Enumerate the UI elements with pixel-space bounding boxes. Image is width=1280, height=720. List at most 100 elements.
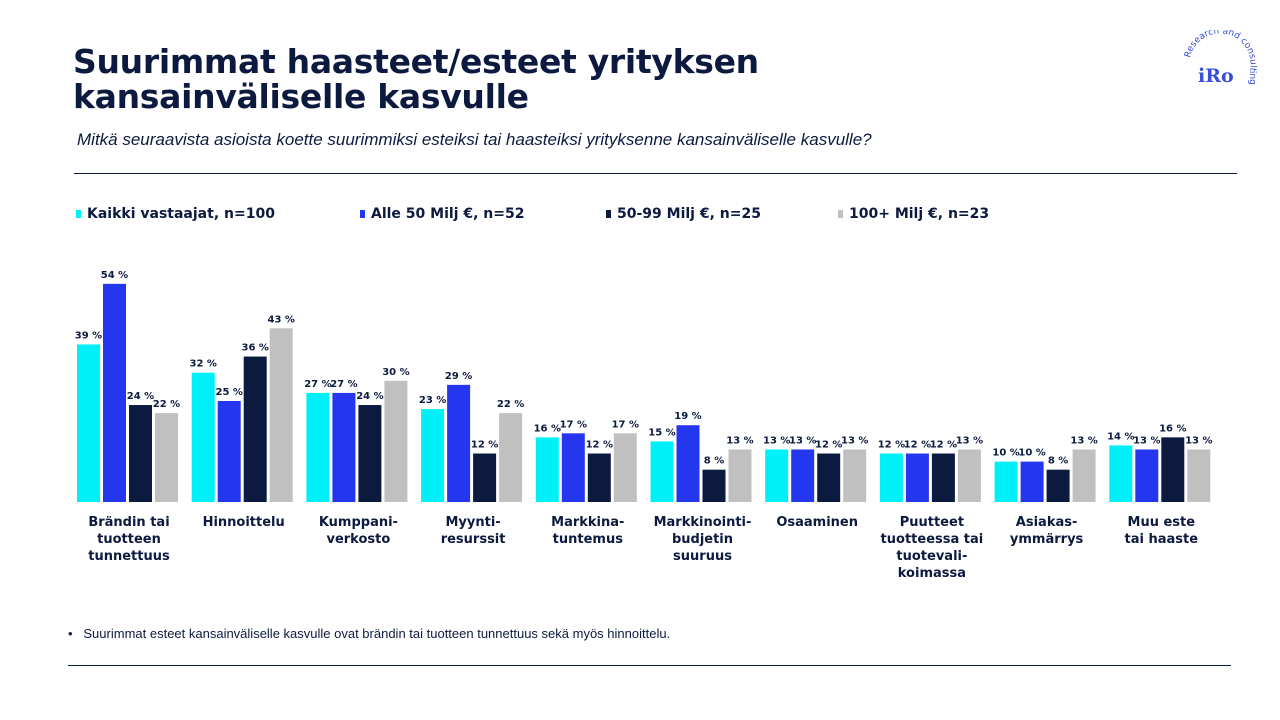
- bar: [77, 344, 100, 502]
- bar: [332, 392, 356, 502]
- bar: [103, 283, 126, 502]
- data-label: 27 %: [330, 379, 357, 390]
- bar: [791, 449, 815, 502]
- bar: [473, 453, 497, 502]
- data-label: 16 %: [534, 423, 561, 434]
- bar: [650, 441, 674, 502]
- data-label: 39 %: [75, 330, 102, 341]
- data-label: 12 %: [930, 440, 957, 451]
- legend-swatch: [360, 210, 365, 218]
- survey-question: Mitkä seuraavista asioista koette suurim…: [77, 130, 872, 149]
- data-label: 23 %: [419, 395, 446, 406]
- data-label: 36 %: [241, 343, 268, 354]
- category-label: Hinnoittelu: [202, 515, 285, 530]
- key-finding: • Suurimmat esteet kansainväliselle kasv…: [68, 626, 671, 641]
- divider-bottom: [68, 665, 1231, 666]
- category-label: Myynti- resurssit: [440, 515, 506, 547]
- iro-logo: Research and consulting iRo: [1178, 26, 1262, 114]
- bar: [421, 409, 445, 502]
- data-label: 24 %: [127, 391, 154, 402]
- data-label: 13 %: [841, 435, 868, 446]
- bar: [306, 392, 330, 502]
- data-label: 15 %: [648, 427, 675, 438]
- chart-legend: Kaikki vastaajat, n=100 Alle 50 Milj €, n…: [76, 206, 1038, 222]
- data-label: 12 %: [878, 440, 905, 451]
- category-label: Asiakas- ymmärrys: [1009, 515, 1084, 547]
- data-label: 24 %: [356, 391, 383, 402]
- bar: [243, 356, 267, 502]
- category-label: Markkinointi- budjetin suuruus: [653, 515, 752, 564]
- data-label: 13 %: [1070, 435, 1097, 446]
- category-label: Brändin tai tuotteen tunnettuus: [88, 515, 170, 564]
- data-label: 10 %: [992, 448, 1019, 459]
- bar: [702, 469, 726, 502]
- bar: [1109, 445, 1133, 502]
- bar: [384, 380, 408, 502]
- bar-chart: 39 % 54 % 24 % 22 % 32 % 25 % 36 % 43 % 27 %27 %…: [75, 270, 1213, 502]
- bar: [587, 453, 611, 502]
- data-label: 12 %: [904, 440, 931, 451]
- data-label: 22 %: [497, 399, 524, 410]
- data-label: 14 %: [1107, 431, 1134, 442]
- legend-label: Kaikki vastaajat, n=100: [87, 206, 275, 222]
- legend-swatch: [606, 210, 611, 218]
- data-label: 8 %: [704, 456, 724, 467]
- legend-label: 100+ Milj €, n=23: [849, 206, 990, 222]
- data-label: 19 %: [674, 411, 701, 422]
- data-label: 32 %: [189, 359, 216, 370]
- bar: [447, 384, 471, 502]
- bar: [905, 453, 929, 502]
- data-label: 43 %: [267, 314, 294, 325]
- data-label: 13 %: [726, 435, 753, 446]
- bar: [817, 453, 841, 502]
- data-label: 16 %: [1159, 423, 1186, 434]
- bar: [931, 453, 955, 502]
- data-label: 12 %: [586, 440, 613, 451]
- bar: [879, 453, 903, 502]
- bar: [676, 425, 700, 502]
- data-label: 12 %: [815, 440, 842, 451]
- legend-swatch: [838, 210, 843, 218]
- bar: [1072, 449, 1096, 502]
- category-label: Puutteet tuotteessa tai tuotevali- koima…: [880, 515, 984, 581]
- data-label: 13 %: [956, 435, 983, 446]
- bar: [1046, 469, 1070, 502]
- legend-item: 100+ Milj €, n=23: [838, 206, 1038, 222]
- bar: [1161, 437, 1185, 502]
- data-label: 13 %: [1133, 435, 1160, 446]
- data-label: 17 %: [612, 419, 639, 430]
- bar: [1135, 449, 1159, 502]
- bar: [957, 449, 981, 502]
- category-label: Osaaminen: [776, 515, 859, 530]
- data-label: 25 %: [215, 387, 242, 398]
- bar: [994, 461, 1018, 502]
- data-label: 13 %: [789, 435, 816, 446]
- legend-item: Alle 50 Milj €, n=52: [360, 206, 606, 222]
- legend-label: Alle 50 Milj €, n=52: [371, 206, 525, 222]
- key-finding-text: Suurimmat esteet kansainväliselle kasvul…: [83, 626, 671, 641]
- data-label: 27 %: [304, 379, 331, 390]
- bar: [535, 437, 559, 502]
- data-label: 12 %: [471, 440, 498, 451]
- data-label: 8 %: [1048, 456, 1068, 467]
- bar: [728, 449, 752, 502]
- bar: [1187, 449, 1211, 502]
- data-label: 29 %: [445, 371, 472, 382]
- bar: [358, 405, 382, 502]
- bar: [499, 413, 523, 502]
- bar: [561, 433, 585, 502]
- legend-label: 50-99 Milj €, n=25: [617, 206, 761, 222]
- divider-top: [74, 173, 1237, 174]
- category-label: Markkina- tuntemus: [551, 515, 625, 547]
- data-label: 30 %: [382, 367, 409, 378]
- data-label: 54 %: [101, 270, 128, 281]
- data-label: 10 %: [1018, 448, 1045, 459]
- bar: [1020, 461, 1044, 502]
- bar: [191, 372, 215, 502]
- category-label: Muu este tai haaste: [1124, 515, 1199, 547]
- bar: [155, 413, 178, 502]
- legend-item: Kaikki vastaajat, n=100: [76, 206, 360, 222]
- bar: [129, 405, 152, 502]
- data-label: 17 %: [560, 419, 587, 430]
- bar: [613, 433, 637, 502]
